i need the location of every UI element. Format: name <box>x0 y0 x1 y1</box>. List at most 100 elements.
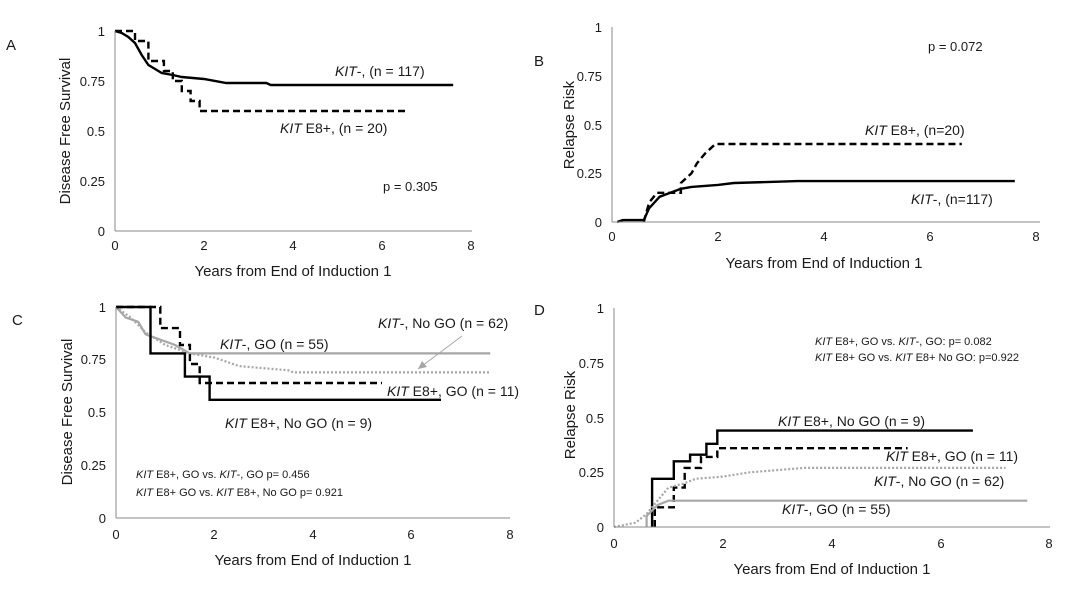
annotation-text: -, No GO (n = 62) <box>896 473 1005 489</box>
annotation-kit-neg: KIT-, (n=117) <box>911 191 993 207</box>
annotation-italic: KIT <box>280 120 303 136</box>
annotation-italic: KIT <box>865 122 888 138</box>
y-tick-label: 1 <box>98 24 105 39</box>
stat-italic: KIT <box>895 352 913 364</box>
annotation-italic: KIT <box>225 415 248 431</box>
annotation-italic: KIT <box>782 501 805 517</box>
x-tick-label: 2 <box>210 527 217 542</box>
p-value: p = 0.072 <box>928 39 983 54</box>
y-tick-label: 1 <box>595 20 602 35</box>
series-line-kit <box>114 29 454 87</box>
x-tick-label: 4 <box>289 238 296 253</box>
y-axis-label: Disease Free Survival <box>59 339 76 486</box>
stat-line: KIT E8+, GO vs. KIT-, GO: p= 0.082 <box>815 336 992 348</box>
annotation-kit-e8: KIT E8+, (n=20) <box>865 122 965 138</box>
x-axis-label: Years from End of Induction 1 <box>725 255 922 272</box>
y-ticks: 0 0.25 0.5 0.75 1 <box>81 300 106 526</box>
annotation-text: -, (n=117) <box>933 191 993 207</box>
x-tick-label: 4 <box>309 527 316 542</box>
stat-text: E8+, GO vs. <box>153 469 219 481</box>
x-ticks: 0 2 4 6 8 <box>112 527 513 542</box>
annotation-text: E8+, No GO (n = 9) <box>247 415 372 431</box>
panel-label: A <box>6 37 16 54</box>
series-line-kit-e8-no-go <box>116 305 441 401</box>
panel-b: B 0 0.25 0.5 0.75 1 0 2 4 6 8 Years from… <box>534 20 1040 272</box>
annotation-kit-neg-nogo: KIT-, No GO (n = 62) <box>874 473 1004 489</box>
annotation-kit-e8-go: KIT E8+, GO (n = 11) <box>387 383 519 399</box>
y-axis-label: Disease Free Survival <box>57 58 74 205</box>
x-tick-label: 2 <box>200 238 207 253</box>
p-value: p = 0.305 <box>383 179 438 194</box>
annotation-italic: KIT <box>874 473 897 489</box>
x-tick-label: 8 <box>1032 229 1039 244</box>
x-tick-label: 8 <box>467 238 474 253</box>
y-tick-label: 1 <box>597 301 604 316</box>
stat-text: E8+ GO vs. <box>153 487 216 499</box>
x-tick-label: 8 <box>1045 536 1052 551</box>
stat-text: -, GO: p= 0.082 <box>916 336 992 348</box>
stat-line: KIT E8+ GO vs. KIT E8+, No GO p= 0.921 <box>136 487 343 499</box>
y-axis-label: Relapse Risk <box>561 80 578 169</box>
annotation-italic: KIT <box>335 63 358 79</box>
stat-line: KIT E8+ GO vs. KIT E8+ No GO: p=0.922 <box>815 352 1019 364</box>
stat-italic: KIT <box>898 336 916 348</box>
annotation-text: E8+, GO (n = 11) <box>908 448 1018 464</box>
annotation-kit-e8-nogo: KIT E8+, No GO (n = 9) <box>778 413 925 429</box>
x-axis-label: Years from End of Induction 1 <box>214 552 411 569</box>
x-tick-label: 6 <box>937 536 944 551</box>
series-line-kit-e8-no-go <box>650 429 973 527</box>
stat-line: KIT E8+, GO vs. KIT-, GO p= 0.456 <box>136 469 310 481</box>
annotation-italic: KIT <box>387 383 410 399</box>
y-tick-label: 1 <box>99 300 106 315</box>
annotation-kit-neg-go: KIT-, GO (n = 55) <box>220 336 329 352</box>
series-line-kit-no-go <box>115 306 491 374</box>
y-tick-label: 0 <box>99 511 106 526</box>
stat-italic: KIT <box>136 487 154 499</box>
annotation-text: E8+, GO (n = 11) <box>409 383 519 399</box>
series-line-kit-e8 <box>642 142 962 223</box>
y-tick-label: 0.5 <box>586 411 604 426</box>
y-tick-label: 0.5 <box>88 405 106 420</box>
x-tick-label: 4 <box>820 229 827 244</box>
annotation-italic: KIT <box>378 315 401 331</box>
y-tick-label: 0.75 <box>81 352 106 367</box>
panel-a: A 0 0.25 0.5 0.75 1 0 2 4 6 8 Years from… <box>6 24 475 280</box>
y-tick-label: 0 <box>98 224 105 239</box>
x-tick-label: 2 <box>714 229 721 244</box>
x-tick-label: 0 <box>111 238 118 253</box>
x-axis-label: Years from End of Induction 1 <box>194 263 391 280</box>
stat-italic: KIT <box>815 336 833 348</box>
x-tick-label: 4 <box>828 536 835 551</box>
annotation-kit-e8: KIT E8+, (n = 20) <box>280 120 387 136</box>
x-tick-label: 8 <box>506 527 513 542</box>
series-line-kit-e8-go <box>653 447 908 527</box>
annotation-text: E8+, No GO (n = 9) <box>800 413 925 429</box>
x-axis-label: Years from End of Induction 1 <box>733 561 930 578</box>
annotation-arrowhead <box>418 361 427 369</box>
y-ticks: 0 0.25 0.5 0.75 1 <box>80 24 105 239</box>
annotation-italic: KIT <box>220 336 243 352</box>
y-ticks: 0 0.25 0.5 0.75 1 <box>579 301 604 535</box>
y-tick-label: 0.25 <box>81 458 106 473</box>
annotation-italic: KIT <box>778 413 801 429</box>
stat-text: E8+ No GO: p=0.922 <box>913 352 1019 364</box>
y-tick-label: 0 <box>597 520 604 535</box>
panel-d: D 0 0.25 0.5 0.75 1 0 2 4 6 8 Years from… <box>534 301 1053 578</box>
y-tick-label: 0.25 <box>577 166 602 181</box>
annotation-kit-neg-nogo: KIT-, No GO (n = 62) <box>378 315 508 331</box>
annotation-text: -, No GO (n = 62) <box>400 315 509 331</box>
x-tick-label: 0 <box>610 536 617 551</box>
series-lines <box>114 29 454 113</box>
x-tick-label: 0 <box>112 527 119 542</box>
x-tick-label: 2 <box>719 536 726 551</box>
annotation-text: E8+, (n=20) <box>887 122 965 138</box>
x-tick-label: 6 <box>378 238 385 253</box>
stat-text: E8+, No GO p= 0.921 <box>234 487 343 499</box>
series-lines <box>115 305 491 401</box>
annotation-kit-e8-nogo: KIT E8+, No GO (n = 9) <box>225 415 372 431</box>
stat-text: E8+, GO vs. <box>832 336 898 348</box>
y-tick-label: 0 <box>595 215 602 230</box>
y-tick-label: 0.75 <box>80 74 105 89</box>
series-line-kit-e8 <box>115 29 409 113</box>
stat-text: -, GO p= 0.456 <box>237 469 310 481</box>
